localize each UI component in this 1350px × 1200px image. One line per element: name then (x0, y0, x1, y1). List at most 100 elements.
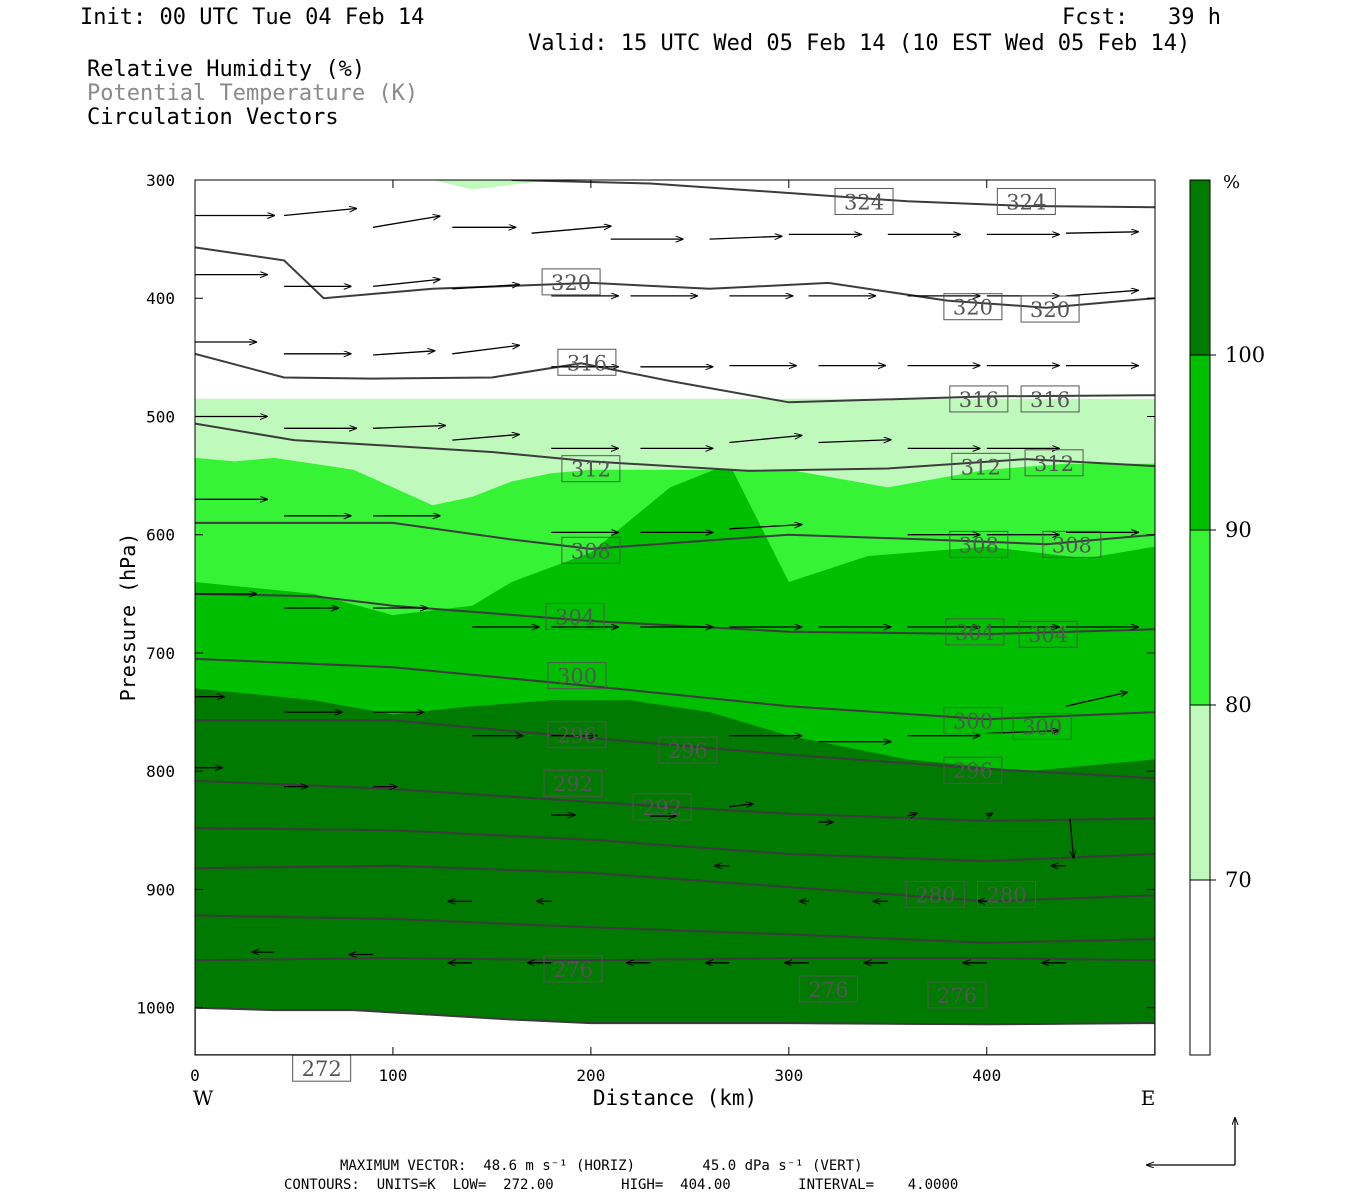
contour-label-text: 276 (808, 978, 848, 1002)
contour-label-text: 320 (953, 296, 993, 320)
contour-label: 312 (561, 455, 621, 483)
circulation-vector (452, 285, 519, 290)
contour-label: 304 (1018, 620, 1078, 648)
contour-label-text: 276 (937, 984, 977, 1008)
footer-contours: CONTOURS: UNITS=K LOW= 272.00 HIGH= 404.… (284, 1177, 959, 1193)
contour-label-text: 300 (557, 665, 597, 689)
theta-contour-layer (195, 180, 1155, 1026)
plot-frame (194, 179, 1156, 1056)
theta-contour-316 (195, 352, 1155, 404)
contour-label-text: 280 (915, 883, 955, 907)
contour-label: 280 (905, 880, 965, 908)
contour-label: 276 (798, 975, 858, 1003)
contour-label: 324 (834, 187, 894, 215)
contour-label-text: 296 (668, 739, 708, 763)
y-tick-label: 400 (146, 289, 175, 308)
contour-label: 320 (541, 268, 601, 296)
contour-label: 300 (943, 707, 1003, 735)
theta-contour-276 (195, 956, 1155, 962)
theta-contour-324 (511, 180, 1155, 209)
contour-label-text: 320 (1030, 298, 1070, 322)
theta-contour-304 (195, 592, 1155, 636)
colorbar-tick-label: 70 (1225, 868, 1252, 892)
contour-label-text: 304 (955, 621, 995, 645)
contour-label: 296 (943, 756, 1003, 784)
circulation-vector (1065, 692, 1127, 707)
colorbar-segment (1190, 355, 1210, 530)
contour-label: 292 (543, 769, 603, 797)
y-tick-label: 300 (146, 171, 175, 190)
valid-time: Valid: 15 UTC Wed 05 Feb 14 (10 EST Wed … (528, 31, 1191, 56)
theta-contour-296 (195, 719, 1155, 780)
contour-label-layer: 324 324 320 320 320 316 316 316 312 312 312 308 308 3… (292, 187, 1102, 1082)
x-tick-label: 400 (972, 1066, 1001, 1085)
contour-label-text: 308 (959, 533, 999, 557)
rh-fill-layer (195, 180, 1155, 1055)
circulation-vector (1065, 290, 1138, 297)
contour-label-text: 276 (553, 958, 593, 982)
y-tick-label: 500 (146, 407, 175, 426)
contour-label-text: 296 (557, 724, 597, 748)
colorbar-tick-label: 100 (1225, 343, 1265, 367)
contour-label-text: 304 (555, 606, 595, 630)
contour-label: 272 (292, 1054, 352, 1082)
colorbar-segment (1190, 530, 1210, 705)
contour-label-text: 320 (551, 271, 591, 295)
circulation-vector (373, 426, 445, 429)
circulation-vector (1065, 232, 1138, 233)
contour-label-text: 316 (567, 351, 607, 375)
circulation-vector (452, 435, 519, 441)
contour-label: 316 (1020, 385, 1080, 413)
contour-label-text: 280 (986, 883, 1026, 907)
contour-label: 324 (996, 187, 1056, 215)
y-axis-label: Pressure (hPa) (116, 533, 140, 702)
axis-layer: 300 400 500 600 700 800 900 1000 0 100 200 300 400 Di… (116, 171, 1155, 1110)
contour-label-text: 296 (953, 759, 993, 783)
circulation-vector (452, 345, 519, 355)
contour-label: 300 (1012, 712, 1072, 740)
circulation-vector (729, 804, 752, 807)
circulation-vector (373, 279, 440, 288)
contour-label: 308 (1042, 530, 1102, 558)
contour-label: 292 (632, 793, 692, 821)
theta-contour-312 (195, 422, 1155, 472)
theta-contour-308 (195, 521, 1155, 550)
contour-label: 276 (927, 981, 987, 1009)
contour-label: 304 (545, 603, 605, 630)
circulation-vector (729, 436, 801, 444)
y-tick-label: 700 (146, 644, 175, 663)
circulation-vector (986, 731, 1059, 734)
contour-label-text: 272 (302, 1057, 342, 1081)
circulation-vector (284, 209, 356, 217)
contour-label: 312 (1024, 449, 1084, 477)
contour-label-text: 312 (571, 458, 611, 482)
colorbar-tick-label: 90 (1225, 518, 1252, 542)
y-tick-label: 800 (146, 762, 175, 781)
circulation-vector (531, 226, 611, 234)
colorbar-tick-label: 80 (1225, 693, 1252, 717)
east-label: E (1141, 1086, 1156, 1110)
theta-contour-272 (195, 1006, 1155, 1026)
contour-label: 312 (951, 452, 1011, 480)
colorbar-segment (1190, 880, 1210, 1055)
circulation-vector (1069, 818, 1074, 858)
contour-label: 280 (977, 880, 1037, 908)
contour-label: 308 (949, 530, 1009, 558)
contour-label-text: 300 (1022, 715, 1062, 739)
y-tick-label: 1000 (136, 999, 175, 1018)
circulation-vector (372, 216, 440, 228)
contour-label: 296 (547, 721, 607, 749)
colorbar-unit: % (1223, 172, 1240, 193)
contour-label-text: 316 (959, 388, 999, 412)
colorbar: 100 90 80 70% (1189, 172, 1265, 1056)
contour-label-text: 292 (642, 796, 682, 820)
legend-rh: Relative Humidity (%) (87, 57, 366, 82)
contour-label: 316 (557, 348, 617, 376)
contour-label-text: 304 (1028, 623, 1068, 647)
theta-contour-300 (195, 657, 1155, 721)
circulation-vector (709, 236, 782, 239)
x-tick-label: 100 (378, 1066, 407, 1085)
legend-theta: Potential Temperature (K) (87, 81, 419, 106)
contour-label-text: 300 (953, 710, 993, 734)
